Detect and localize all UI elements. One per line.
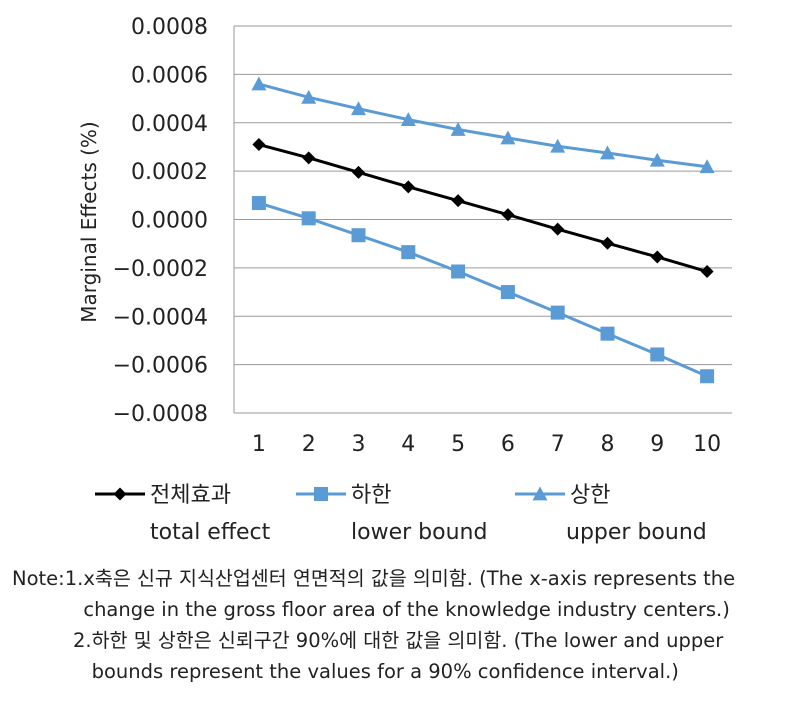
x-tick-label: 2 <box>302 432 316 457</box>
data-point <box>650 347 665 362</box>
x-tick-label: 1 <box>252 432 266 457</box>
legend-marker <box>113 487 127 501</box>
series-line <box>258 143 708 273</box>
x-tick-label: 4 <box>401 432 415 457</box>
data-point <box>500 285 515 300</box>
note-number: 2. <box>73 629 92 652</box>
y-tick-label: −0.0006 <box>113 354 208 379</box>
legend-item: 전체효과 total effect <box>95 483 271 545</box>
legend-item: 상한 upper bound <box>515 483 707 545</box>
x-tick-label: 5 <box>451 432 465 457</box>
note-number: 1. <box>64 567 84 590</box>
data-point <box>501 208 515 222</box>
y-axis-tick-labels: 0.0008 0.0006 0.0004 0.0002 0.0000 −0.0002 −0.… <box>113 15 208 427</box>
data-point <box>251 76 267 91</box>
data-point <box>650 250 664 264</box>
grid-lines <box>233 25 732 414</box>
y-tick-label: 0.0004 <box>131 112 208 137</box>
data-point <box>451 264 466 279</box>
legend-item: 하한 lower bound <box>296 483 487 545</box>
data-point <box>699 159 715 174</box>
data-point <box>550 138 566 153</box>
data-point <box>352 165 365 179</box>
data-point <box>451 194 465 208</box>
legend-label: 상한 <box>570 483 610 508</box>
footnote: Note: 1. x축은 신규 지식산업센터 연면적의 값을 의미함. (The… <box>12 563 792 687</box>
data-point <box>551 222 565 236</box>
data-point <box>401 180 415 194</box>
x-tick-label: 9 <box>650 432 664 457</box>
y-tick-label: 0.0002 <box>131 160 208 185</box>
note-text: x축은 신규 지식산업센터 연면적의 값을 의미함. (The x-axis r… <box>83 567 736 621</box>
data-point <box>252 138 266 152</box>
legend-label-english: total effect <box>150 520 271 545</box>
note-item-2: 2. 하한 및 상한은 신뢰구간 90%에 대한 값을 의미함. (The lo… <box>12 625 792 687</box>
data-series <box>251 76 715 384</box>
series-line <box>258 82 708 169</box>
data-point <box>302 151 316 165</box>
data-point <box>301 211 316 226</box>
series-line <box>258 201 708 378</box>
x-tick-label: 10 <box>693 432 721 457</box>
y-tick-label: −0.0002 <box>113 257 208 282</box>
y-tick-label: −0.0008 <box>113 402 208 427</box>
legend-label: 하한 <box>351 483 391 508</box>
note-prefix: Note: <box>12 567 65 590</box>
legend-marker <box>314 487 328 501</box>
y-axis-label: Marginal Effects (%) <box>77 121 101 322</box>
y-tick-label: 0.0006 <box>131 63 208 88</box>
line-chart: 0.0008 0.0006 0.0004 0.0002 0.0000 −0.0002 −0.… <box>77 15 732 545</box>
x-tick-label: 8 <box>601 432 615 457</box>
data-point <box>351 228 366 243</box>
x-axis-tick-labels: 1 2 3 4 5 6 7 8 9 10 <box>252 432 721 457</box>
data-point <box>550 305 565 320</box>
data-point <box>401 245 416 260</box>
data-point <box>700 369 715 384</box>
legend-label-english: lower bound <box>351 520 487 545</box>
data-point <box>500 130 516 145</box>
legend: 전체효과 total effect 하한 lower bound 상한 upper bou… <box>95 483 707 545</box>
note-item-1: Note: 1. x축은 신규 지식산업센터 연면적의 값을 의미함. (The… <box>12 563 792 625</box>
y-tick-label: 0.0000 <box>131 209 208 234</box>
series-upper-bound <box>251 76 715 174</box>
legend-label: 전체효과 <box>150 483 231 508</box>
note-text: 하한 및 상한은 신뢰구간 90%에 대한 값을 의미함. (The lower… <box>91 629 724 683</box>
y-tick-label: −0.0004 <box>113 305 208 330</box>
data-point <box>400 112 416 126</box>
series-total-effect <box>252 138 714 279</box>
data-point <box>251 196 266 211</box>
data-point <box>601 236 614 250</box>
data-point <box>351 101 366 116</box>
legend-marker <box>532 486 548 501</box>
x-tick-label: 6 <box>501 432 515 457</box>
x-tick-label: 7 <box>551 432 565 457</box>
data-point <box>450 122 466 136</box>
data-point <box>700 265 714 279</box>
legend-label-english: upper bound <box>566 520 707 545</box>
y-tick-label: 0.0008 <box>131 15 208 40</box>
x-tick-label: 3 <box>352 432 366 457</box>
series-lower-bound <box>251 196 715 384</box>
data-point <box>600 145 615 160</box>
data-point <box>600 326 615 341</box>
data-point <box>301 89 317 104</box>
data-point <box>649 152 665 167</box>
